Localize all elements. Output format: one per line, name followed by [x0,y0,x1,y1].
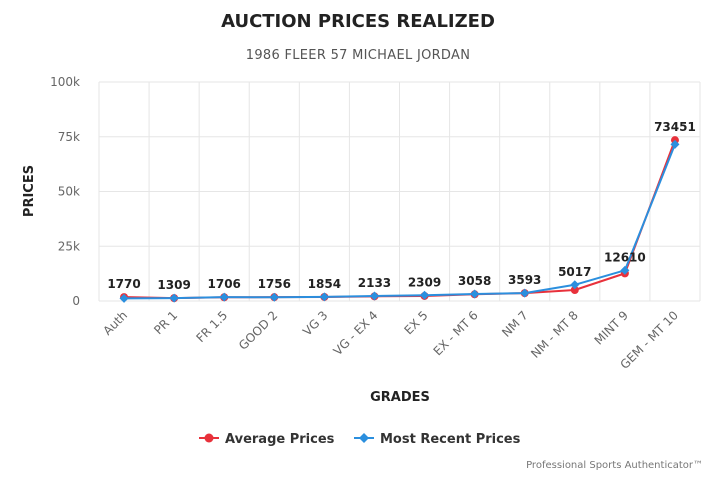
recent-price-point[interactable] [269,292,279,302]
y-axis-title: PRICES [22,165,37,217]
data-label: 2309 [408,275,441,289]
series-layer [119,136,680,303]
recent-price-point[interactable] [119,293,129,303]
legend[interactable]: Average Prices Most Recent Prices [199,432,521,447]
legend-recent-label[interactable]: Most Recent Prices [380,432,521,447]
recent-price-point[interactable] [520,288,530,298]
x-tick-label: MINT 9 [592,308,631,347]
x-tick-label: NM 7 [499,308,531,340]
data-label: 1309 [157,278,190,292]
data-label: 5017 [558,265,591,279]
x-tick-label: PR 1 [151,308,180,337]
y-tick-label: 75k [58,130,80,144]
y-tick-label: 50k [58,185,80,199]
data-label: 3058 [458,274,491,288]
data-label: 1854 [308,277,341,291]
credit-text: Professional Sports Authenticator™ [526,460,703,471]
recent-price-point[interactable] [570,280,580,290]
x-tick-label: EX - MT 6 [431,308,481,358]
average-price-point[interactable] [570,286,579,295]
x-tick-label: GOOD 2 [236,308,280,352]
data-label: 1706 [208,277,241,291]
recent-prices-line [124,144,676,300]
x-tick-label: NM - MT 8 [528,308,581,361]
chart-subtitle: 1986 FLEER 57 MICHAEL JORDAN [246,48,471,63]
chart-title: AUCTION PRICES REALIZED [221,11,495,32]
data-label: 1756 [258,277,291,291]
recent-price-point[interactable] [420,290,430,300]
x-tick-label: VG 3 [300,308,330,338]
recent-price-point[interactable] [319,292,329,302]
recent-price-point[interactable] [470,289,480,299]
data-label: 73451 [654,120,696,134]
x-tick-label: FR 1.5 [193,308,230,345]
data-label: 1770 [107,277,140,291]
x-tick-labels: Auth PR 1 FR 1.5 GOOD 2 VG 3 VG - EX 4 EX 5 EX … [100,308,681,372]
legend-recent-marker [359,433,369,443]
recent-price-point[interactable] [169,293,179,303]
x-axis-title: GRADES [370,390,430,405]
y-tick-labels: 0 25k 50k 75k 100k [50,75,80,308]
x-tick-label: Auth [100,308,130,338]
x-tick-label: EX 5 [401,308,430,337]
legend-average-label[interactable]: Average Prices [225,432,335,447]
recent-price-point[interactable] [670,139,680,149]
y-tick-label: 25k [58,239,80,253]
x-tick-label: VG - EX 4 [331,308,381,358]
recent-price-point[interactable] [620,265,630,275]
data-label: 12610 [604,250,646,264]
data-label: 2133 [358,276,391,290]
grid-layer [98,81,701,302]
recent-price-point[interactable] [369,291,379,301]
data-labels: 1770 1309 1706 1756 1854 2133 2309 3058 3593 5017… [107,120,695,292]
y-tick-label: 100k [50,75,80,89]
legend-average-marker [204,433,214,443]
data-label: 3593 [508,273,541,287]
y-tick-label: 0 [72,294,80,308]
recent-price-point[interactable] [219,292,229,302]
